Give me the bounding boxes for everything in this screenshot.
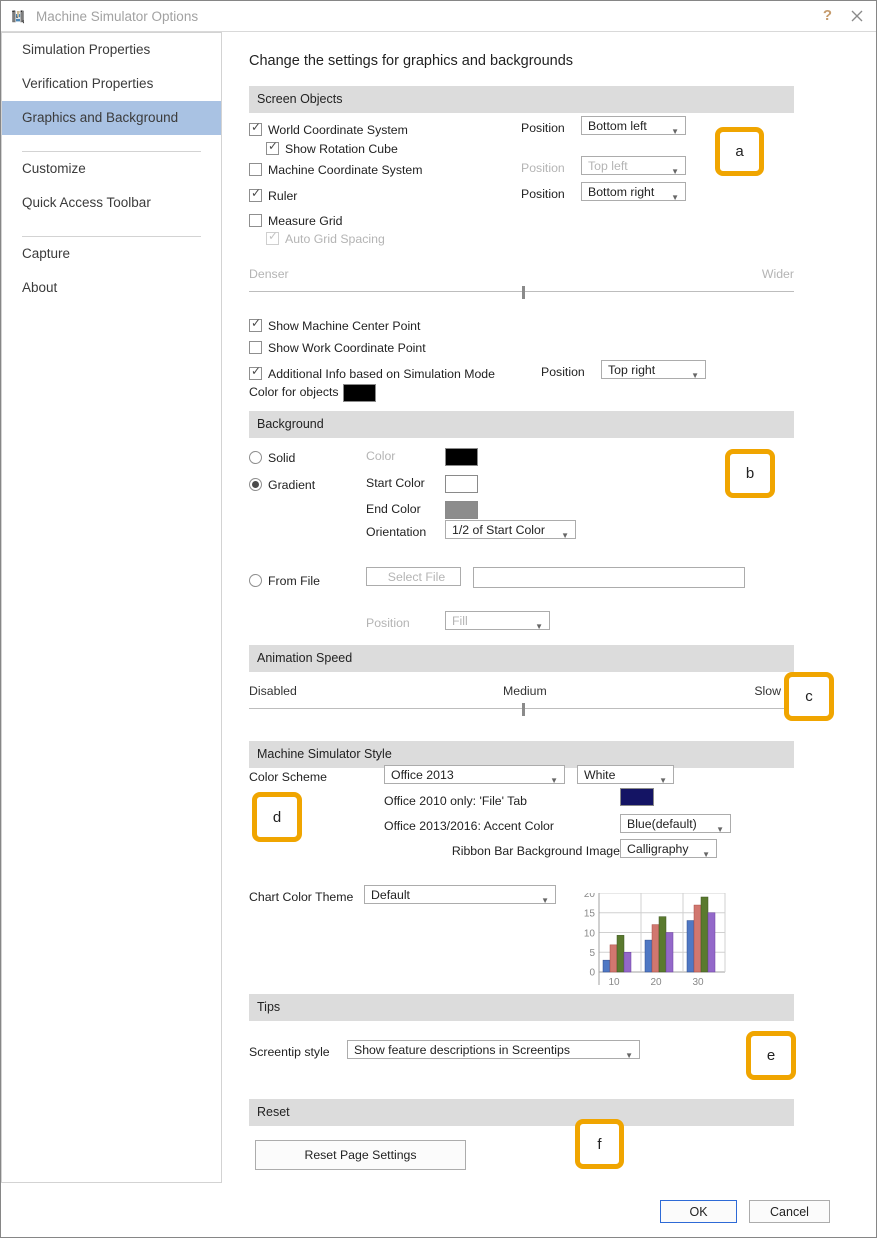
svg-text:20: 20 [650,977,662,988]
svg-text:20: 20 [584,893,596,900]
svg-text:0: 0 [589,968,595,979]
svg-text:30: 30 [692,977,704,988]
svg-text:15: 15 [584,909,596,920]
svg-text:10: 10 [608,977,620,988]
svg-text:10: 10 [584,929,596,940]
svg-text:5: 5 [589,948,595,959]
